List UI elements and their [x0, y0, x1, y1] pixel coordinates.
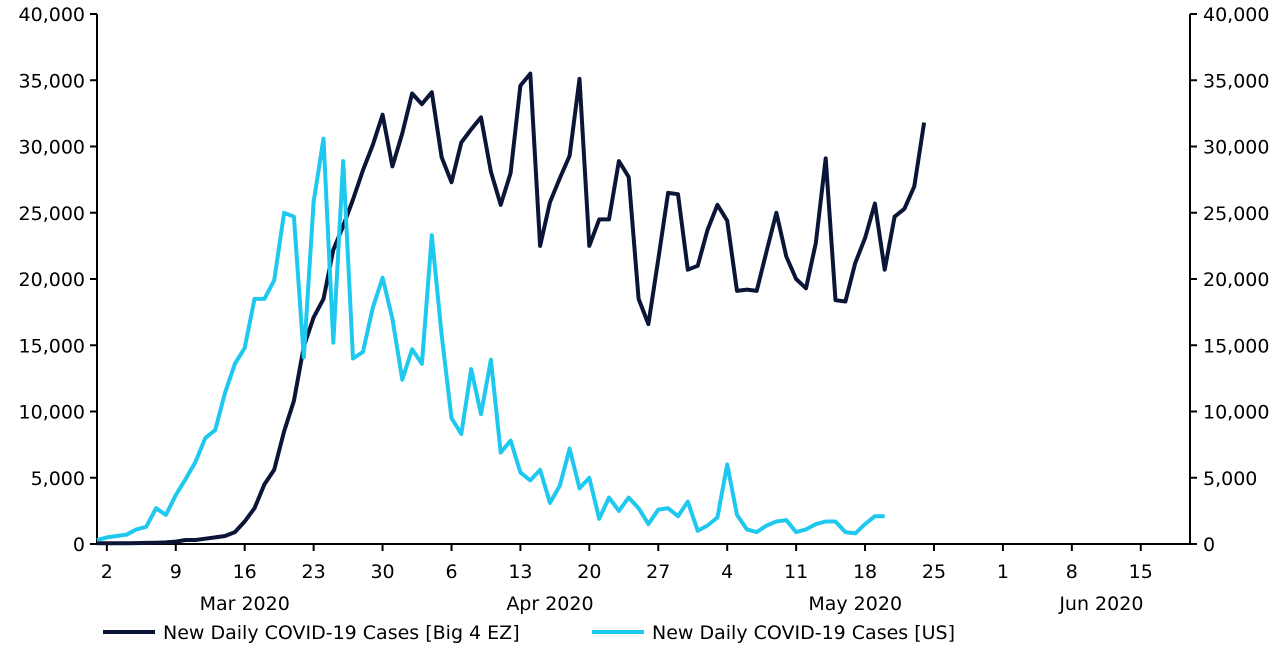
left-y-tick-label: 0	[73, 534, 85, 556]
left-y-tick-label: 20,000	[19, 269, 85, 291]
right-y-tick-label: 15,000	[1203, 335, 1269, 357]
series-group	[96, 71, 927, 546]
right-y-tick-label: 0	[1203, 534, 1215, 556]
right-y-tick-label: 35,000	[1203, 70, 1269, 92]
left-y-tick-label: 5,000	[31, 468, 85, 490]
left-y-tick-label: 40,000	[19, 4, 85, 26]
x-tick-label: 15	[1129, 561, 1153, 583]
left-y-tick-label: 15,000	[19, 335, 85, 357]
x-tick-label: 1	[997, 561, 1009, 583]
legend-label-us: New Daily COVID-19 Cases [US]	[652, 622, 955, 644]
x-tick-label: 13	[508, 561, 532, 583]
right-y-tick-label: 5,000	[1203, 468, 1257, 490]
series-line-us	[96, 136, 885, 542]
month-label: May 2020	[808, 593, 902, 615]
legend: New Daily COVID-19 Cases [Big 4 EZ] New …	[103, 622, 955, 644]
right-y-tick-label: 25,000	[1203, 203, 1269, 225]
right-y-tick-label: 30,000	[1203, 137, 1269, 159]
legend-label-big4: New Daily COVID-19 Cases [Big 4 EZ]	[163, 622, 520, 644]
left-y-tick-label: 25,000	[19, 203, 85, 225]
x-tick-label: 11	[784, 561, 808, 583]
month-label: Jun 2020	[1058, 593, 1143, 615]
left-y-axis: 0 5,000 10,000 15,000 20,000 25,000 30,000 35,0…	[19, 4, 97, 556]
month-label: Mar 2020	[200, 593, 290, 615]
x-tick-label: 23	[302, 561, 326, 583]
right-y-tick-label: 10,000	[1203, 402, 1269, 424]
left-y-tick-label: 35,000	[19, 70, 85, 92]
x-tick-label: 6	[445, 561, 457, 583]
x-tick-label: 8	[1066, 561, 1078, 583]
x-tick-label: 2	[101, 561, 113, 583]
x-tick-label: 18	[853, 561, 877, 583]
x-tick-label: 9	[170, 561, 182, 583]
x-tick-label: 30	[370, 561, 394, 583]
axes	[96, 14, 1191, 545]
x-tick-label: 16	[233, 561, 257, 583]
series-line-big4-ez	[97, 71, 927, 546]
right-y-axis: 0 5,000 10,000 15,000 20,000 25,000 30,000 35,0…	[1190, 4, 1269, 556]
x-tick-label: 20	[577, 561, 601, 583]
month-labels: Mar 2020 Apr 2020 May 2020 Jun 2020	[200, 593, 1144, 615]
x-tick-label: 27	[646, 561, 670, 583]
x-axis: 2 9 16 23 30 6 13 20 27 4 11 18 25 1 8 15	[101, 544, 1153, 583]
month-label: Apr 2020	[506, 593, 593, 615]
left-y-tick-label: 30,000	[19, 137, 85, 159]
x-tick-label: 4	[721, 561, 733, 583]
left-y-tick-label: 10,000	[19, 402, 85, 424]
x-tick-label: 25	[922, 561, 946, 583]
right-y-tick-label: 20,000	[1203, 269, 1269, 291]
right-y-tick-label: 40,000	[1203, 4, 1269, 26]
